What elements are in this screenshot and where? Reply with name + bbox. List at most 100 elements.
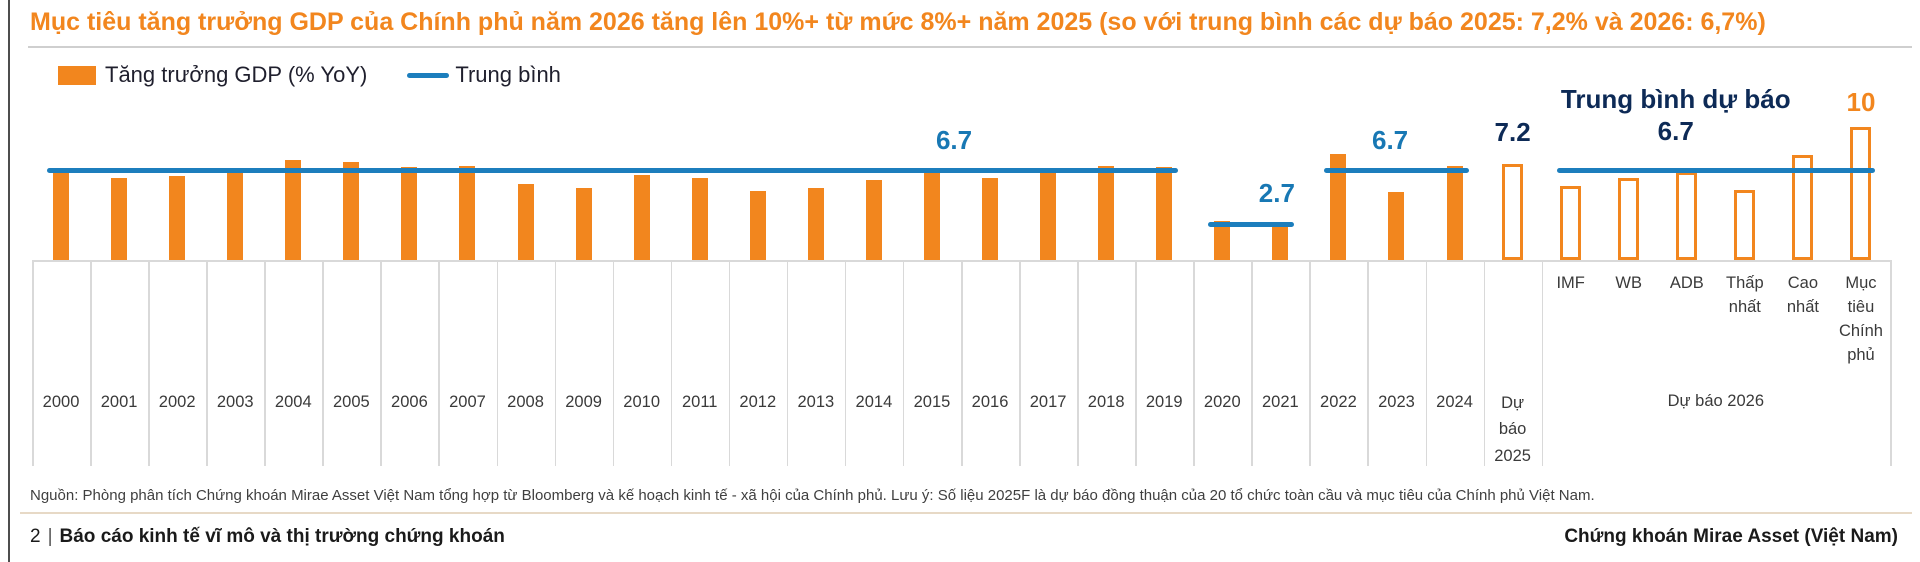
bar-2011 <box>691 177 708 260</box>
bar-value-label-10: 10 <box>1846 87 1876 117</box>
column-separator-line <box>961 260 963 466</box>
bar-Mục tiêu Chính phủ <box>1850 127 1872 260</box>
footer-report-title: Báo cáo kinh tế vĩ mô và thị trường chứn… <box>59 526 505 547</box>
x-label-2008: 2008 <box>507 393 544 411</box>
column-separator-line <box>670 260 673 466</box>
x-label-2004: 2004 <box>274 393 312 411</box>
bar-2002 <box>169 176 186 260</box>
x-label-2011: 2011 <box>681 393 718 411</box>
column-separator-line <box>496 260 498 466</box>
x-label-2013: 2013 <box>797 393 835 411</box>
column-separator-line <box>380 260 382 466</box>
column-separator-line <box>1193 260 1195 466</box>
x-label-2000: 2000 <box>42 393 80 411</box>
bar-2006 <box>401 166 418 260</box>
bar-2008 <box>517 184 534 260</box>
x-label-2019: 2019 <box>1145 393 1183 411</box>
x-label-2021: 2021 <box>1261 393 1299 411</box>
column-separator-line <box>1135 260 1137 466</box>
x-group-label-2026: Dự báo 2026 <box>1667 392 1764 410</box>
bar-Thấp nhất <box>1734 189 1756 260</box>
column-separator-line <box>148 260 150 466</box>
bar-2024 <box>1446 165 1463 260</box>
column-separator-line <box>264 260 266 466</box>
x-label-2010: 2010 <box>623 393 661 411</box>
x-label-2001: 2001 <box>100 393 138 411</box>
x-label-WB: WB <box>1615 274 1643 292</box>
column-separator-line <box>554 260 557 466</box>
bar-2010 <box>633 174 650 260</box>
x-label-Thấp nhất: Thấp nhất <box>1726 274 1764 316</box>
x-label-2007: 2007 <box>449 393 486 411</box>
page-number: 2 <box>30 526 41 547</box>
bar-2020 <box>1214 221 1231 260</box>
bar-2001 <box>111 177 128 260</box>
bar-2009 <box>575 188 592 260</box>
column-separator-line <box>728 260 731 466</box>
footer-company-name: Chứng khoán Mirae Asset (Việt Nam) <box>1564 526 1898 547</box>
legend-bar-label: Tăng trưởng GDP (% YoY) <box>105 62 368 87</box>
bar-2014 <box>865 180 882 260</box>
bar-2003 <box>227 168 244 260</box>
bar-IMF <box>1560 185 1582 260</box>
bar-ADB <box>1676 172 1698 260</box>
x-label-2024: 2024 <box>1436 393 1473 411</box>
bar-2004 <box>285 160 302 260</box>
average-line <box>1208 221 1295 227</box>
column-separator-line <box>322 260 324 466</box>
column-separator-line <box>612 260 615 466</box>
column-separator-line <box>902 260 905 466</box>
x-label-2016: 2016 <box>971 393 1009 411</box>
column-separator-line <box>844 260 847 466</box>
x-label-IMF: IMF <box>1556 274 1585 292</box>
column-separator-line <box>1019 260 1021 466</box>
title-underline <box>28 46 1912 48</box>
legend-bar-swatch <box>58 65 96 85</box>
x-label-2014: 2014 <box>855 393 893 411</box>
page-left-border <box>8 0 10 562</box>
x-label-2006: 2006 <box>391 393 428 411</box>
x-label-2012: 2012 <box>739 393 777 411</box>
average-line <box>47 168 1179 174</box>
x-label-2023: 2023 <box>1378 393 1415 411</box>
average-line <box>1556 168 1875 174</box>
legend-line-swatch <box>407 72 450 78</box>
bar-2005 <box>343 161 360 260</box>
average-line-label: Trung bình dự báo 6.7 <box>1560 83 1791 147</box>
column-separator-line <box>206 260 208 466</box>
average-line <box>1324 168 1469 174</box>
footer-separator: | <box>47 526 53 547</box>
legend-line-label: Trung bình <box>455 62 561 87</box>
x-label-2022: 2022 <box>1320 393 1357 411</box>
bar-value-label-7.2: 7.2 <box>1494 117 1531 148</box>
footer-left: 2 | Báo cáo kinh tế vĩ mô và thị trường ch… <box>30 526 505 548</box>
bar-2012 <box>749 190 766 260</box>
column-separator-line <box>90 260 92 466</box>
column-separator-line <box>786 260 789 466</box>
bar-2019 <box>1156 166 1173 260</box>
bar-2015 <box>923 170 940 260</box>
footer: 2 | Báo cáo kinh tế vĩ mô và thị trường ch… <box>30 526 1898 548</box>
x-label-du-bao-2025: Dự báo 2025 <box>1494 394 1531 465</box>
column-separator-line <box>1483 260 1486 466</box>
x-label-2005: 2005 <box>332 393 370 411</box>
x-label-2003: 2003 <box>216 393 254 411</box>
footer-divider <box>20 512 1912 514</box>
bar-2017 <box>1040 169 1057 260</box>
bar-2013 <box>807 188 824 260</box>
x-label-2017: 2017 <box>1029 393 1067 411</box>
column-separator-line <box>1367 260 1369 466</box>
x-label-ADB: ADB <box>1669 274 1704 292</box>
column-separator-line <box>1077 260 1079 466</box>
bar-WB <box>1618 177 1640 260</box>
bar-2018 <box>1098 165 1115 260</box>
x-label-2009: 2009 <box>565 393 602 411</box>
column-separator-line <box>1425 260 1427 466</box>
column-separator-line <box>438 260 440 466</box>
bar-2016 <box>982 177 999 260</box>
x-label-2018: 2018 <box>1087 393 1125 411</box>
bar-2000 <box>53 169 70 260</box>
column-separator-line <box>32 260 34 466</box>
bar-2023 <box>1388 192 1405 260</box>
